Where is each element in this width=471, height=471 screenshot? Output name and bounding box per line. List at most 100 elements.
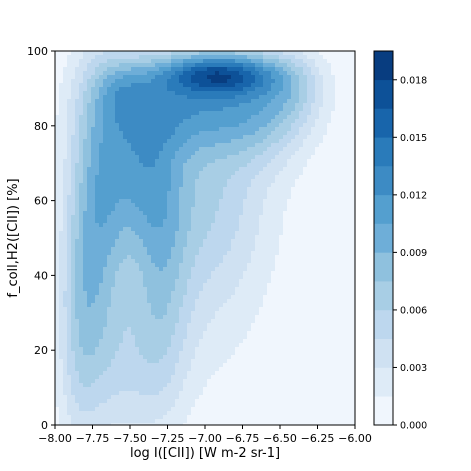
- contour-cell: [231, 155, 236, 160]
- contour-cell: [195, 135, 200, 140]
- contour-cell: [147, 279, 152, 284]
- contour-cell: [259, 295, 264, 300]
- contour-cell: [315, 191, 320, 196]
- contour-cell: [71, 215, 76, 220]
- contour-cell: [339, 259, 344, 264]
- contour-cell: [291, 179, 296, 184]
- contour-cell: [267, 187, 272, 192]
- contour-cell: [307, 235, 312, 240]
- contour-cell: [99, 299, 104, 304]
- contour-cell: [147, 187, 152, 192]
- contour-cell: [231, 243, 236, 248]
- contour-cell: [351, 95, 356, 100]
- contour-cell: [271, 163, 276, 168]
- contour-cell: [155, 251, 160, 256]
- contour-cell: [59, 115, 64, 120]
- contour-cell: [147, 83, 152, 88]
- contour-cell: [171, 87, 176, 92]
- contour-cell: [207, 79, 212, 84]
- contour-cell: [235, 91, 240, 96]
- contour-cell: [187, 151, 192, 156]
- contour-cell: [95, 247, 100, 252]
- contour-cell: [231, 279, 236, 284]
- contour-cell: [191, 159, 196, 164]
- contour-cell: [91, 231, 96, 236]
- contour-cell: [171, 195, 176, 200]
- contour-cell: [171, 315, 176, 320]
- contour-cell: [139, 259, 144, 264]
- contour-cell: [195, 99, 200, 104]
- contour-cell: [259, 79, 264, 84]
- contour-cell: [91, 147, 96, 152]
- contour-cell: [291, 71, 296, 76]
- contour-cell: [95, 179, 100, 184]
- contour-cell: [203, 267, 208, 272]
- contour-cell: [287, 107, 292, 112]
- contour-cell: [115, 203, 120, 208]
- contour-cell: [131, 255, 136, 260]
- contour-cell: [351, 307, 356, 312]
- contour-cell: [127, 231, 132, 236]
- contour-cell: [351, 67, 356, 72]
- contour-cell: [139, 63, 144, 68]
- contour-cell: [187, 207, 192, 212]
- contour-cell: [55, 307, 60, 312]
- contour-cell: [63, 179, 68, 184]
- contour-cell: [327, 67, 332, 72]
- contour-cell: [343, 215, 348, 220]
- contour-cell: [319, 247, 324, 252]
- contour-cell: [223, 303, 228, 308]
- contour-cell: [199, 247, 204, 252]
- contour-cell: [131, 231, 136, 236]
- contour-cell: [167, 103, 172, 108]
- contour-cell: [311, 135, 316, 140]
- contour-cell: [151, 139, 156, 144]
- contour-cell: [219, 67, 224, 72]
- contour-cell: [171, 111, 176, 116]
- contour-cell: [323, 135, 328, 140]
- contour-cell: [223, 211, 228, 216]
- contour-cell: [283, 303, 288, 308]
- contour-cell: [167, 315, 172, 320]
- contour-cell: [131, 267, 136, 272]
- contour-cell: [263, 279, 268, 284]
- contour-cell: [199, 195, 204, 200]
- contour-cell: [199, 255, 204, 260]
- contour-cell: [311, 51, 316, 56]
- contour-cell: [159, 95, 164, 100]
- contour-cell: [167, 179, 172, 184]
- contour-cell: [319, 103, 324, 108]
- contour-cell: [251, 271, 256, 276]
- contour-cell: [307, 67, 312, 72]
- contour-cell: [139, 263, 144, 268]
- contour-cell: [55, 283, 60, 288]
- contour-cell: [99, 231, 104, 236]
- contour-cell: [159, 267, 164, 272]
- contour-cell: [227, 163, 232, 168]
- contour-cell: [323, 131, 328, 136]
- contour-cell: [167, 155, 172, 160]
- contour-cell: [175, 51, 180, 56]
- contour-cell: [115, 175, 120, 180]
- contour-cell: [55, 59, 60, 64]
- contour-cell: [187, 167, 192, 172]
- contour-cell: [263, 243, 268, 248]
- contour-cell: [115, 195, 120, 200]
- contour-cell: [299, 223, 304, 228]
- contour-cell: [171, 83, 176, 88]
- contour-cell: [131, 227, 136, 232]
- contour-cell: [327, 251, 332, 256]
- contour-cell: [147, 251, 152, 256]
- contour-cell: [307, 175, 312, 180]
- contour-cell: [171, 283, 176, 288]
- contour-cell: [63, 51, 68, 56]
- contour-cell: [343, 183, 348, 188]
- contour-cell: [143, 163, 148, 168]
- contour-cell: [139, 307, 144, 312]
- contour-cell: [91, 51, 96, 56]
- contour-cell: [83, 167, 88, 172]
- contour-cell: [79, 287, 84, 292]
- contour-cell: [103, 187, 108, 192]
- contour-cell: [255, 307, 260, 312]
- contour-cell: [307, 179, 312, 184]
